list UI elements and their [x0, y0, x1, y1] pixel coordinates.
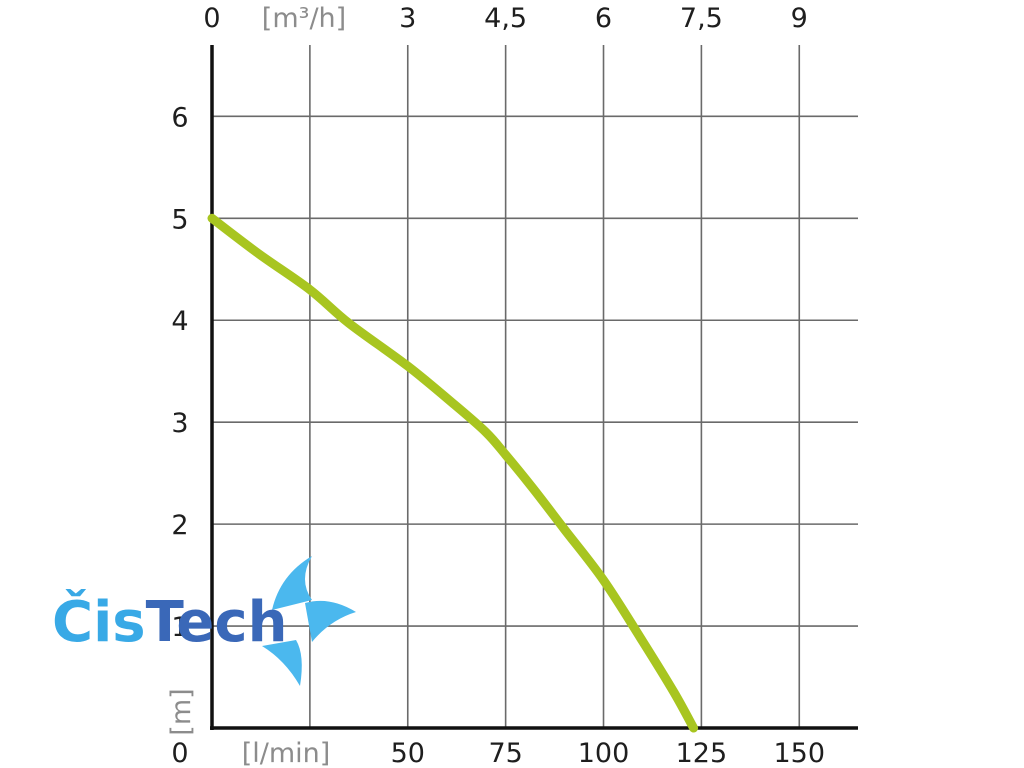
logo-fin-top [272, 556, 312, 610]
logo-fin-right [305, 600, 356, 642]
x-bottom-tick-label: 125 [676, 738, 728, 768]
y-tick-label: 6 [171, 102, 188, 133]
x-top-tick-label: 0 [203, 3, 220, 34]
origin-zero-label: 0 [171, 738, 188, 768]
logo-fin-bottom [262, 640, 302, 686]
logo-wordmark: ČisTech [52, 590, 287, 655]
y-tick-label: 3 [171, 408, 188, 439]
x-top-tick-label: 9 [791, 3, 808, 34]
y-unit-label: [m] [166, 688, 197, 735]
series-layer [207, 213, 699, 733]
y-tick-label: 4 [171, 306, 188, 337]
grid-lines [212, 45, 858, 728]
cistech-logo: ČisTech [52, 556, 356, 686]
series-line [207, 213, 699, 733]
x-bottom-tick-label: 75 [488, 738, 522, 768]
logo-wordmark-tech: Tech [146, 590, 288, 655]
tick-labels: 50 75 100 125 150 0 [l/min] 0 3 4,5 6 7,5 9 [m³/h] 1 2 3… [166, 3, 825, 768]
x-top-tick-label: 3 [399, 3, 416, 34]
y-tick-label: 1 [171, 612, 188, 643]
x-bottom-unit-label: [l/min] [242, 738, 331, 768]
x-top-tick-label: 6 [595, 3, 612, 34]
y-tick-label: 5 [171, 204, 188, 235]
cistech-fish-mark [262, 556, 356, 686]
x-top-unit-label: [m³/h] [262, 3, 346, 34]
x-bottom-tick-label: 100 [578, 738, 630, 768]
axes [210, 45, 858, 730]
x-top-tick-label: 7,5 [680, 3, 723, 34]
x-bottom-tick-label: 50 [391, 738, 425, 768]
y-tick-label: 2 [171, 510, 188, 541]
x-top-tick-label: 4,5 [484, 3, 527, 34]
logo-wordmark-cis: Čis [52, 590, 146, 655]
x-bottom-tick-label: 150 [773, 738, 825, 768]
